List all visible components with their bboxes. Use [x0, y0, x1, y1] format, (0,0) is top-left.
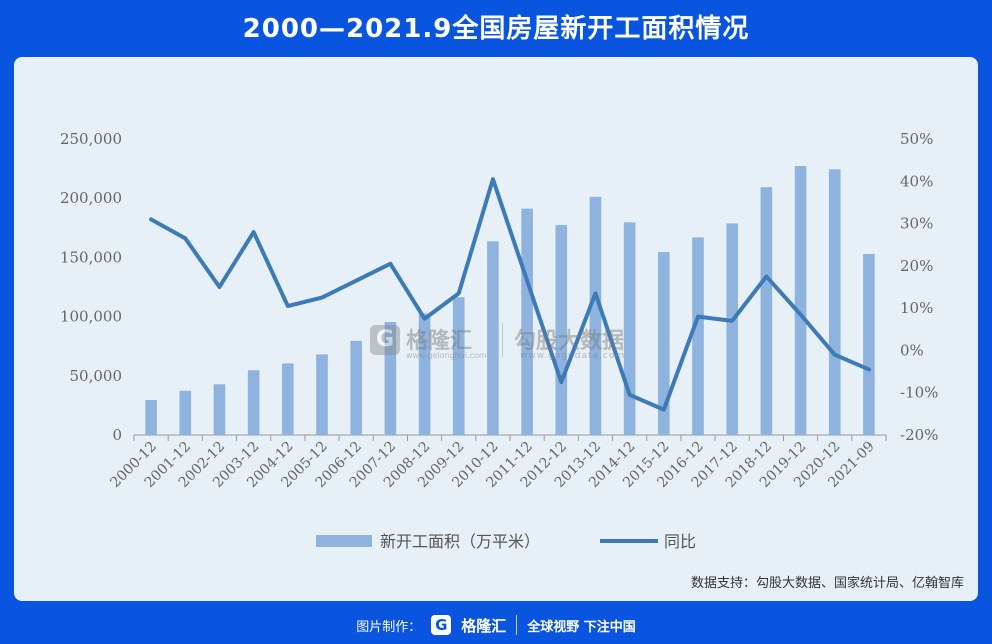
- footer: 图片制作： G 格隆汇 全球视野 下注中国: [0, 606, 992, 644]
- page-title: 2000—2021.9全国房屋新开工面积情况: [242, 13, 750, 44]
- bar: [487, 241, 499, 435]
- y-left-tick-label: 250,000: [60, 130, 122, 148]
- bar-series: [145, 165, 875, 435]
- yoy-line-series: [149, 177, 871, 412]
- source-note: 数据支持：勾股大数据、国家统计局、亿翰智库: [690, 576, 964, 591]
- y-left-tick-label: 0: [112, 426, 122, 444]
- yoy-line: [149, 177, 871, 412]
- gelonghui-logo-icon: G: [431, 615, 452, 635]
- y-right-tick-label: 0%: [900, 341, 924, 359]
- footer-slogan: 全球视野 下注中国: [527, 619, 636, 635]
- bar: [316, 354, 328, 435]
- bar: [692, 237, 704, 435]
- bar: [213, 384, 226, 435]
- footer-label: 图片制作：: [356, 619, 422, 635]
- bar: [760, 187, 773, 435]
- chart-panel: 0 50,000 100,000 150,000 200,000 250,000 -20%…: [14, 57, 978, 601]
- y-right-tick-label: 30%: [900, 215, 933, 233]
- bar: [658, 252, 670, 435]
- y-left-tick-label: 150,000: [60, 248, 122, 266]
- bar: [145, 399, 157, 435]
- bar: [452, 297, 465, 435]
- y-left-tick-label: 200,000: [60, 189, 122, 207]
- legend-bar-label: 新开工面积（万平米）: [380, 532, 540, 551]
- legend-bar-swatch: [316, 535, 372, 547]
- bar: [179, 390, 192, 435]
- y-right-axis: -20% -10% 0% 10% 20% 30% 40% 50%: [900, 130, 938, 444]
- x-axis: 2000-122001-122002-122003-122004-122005-…: [107, 435, 887, 491]
- bar: [863, 253, 875, 435]
- bar: [282, 363, 294, 435]
- bar: [384, 322, 397, 435]
- bar: [794, 165, 807, 435]
- y-right-tick-label: 40%: [900, 172, 933, 190]
- bar: [623, 222, 636, 435]
- bar: [828, 169, 841, 435]
- footer-divider: [516, 615, 518, 635]
- bar: [350, 340, 362, 435]
- y-right-tick-label: 20%: [900, 257, 933, 275]
- footer-brand: 格隆汇: [461, 616, 507, 635]
- bar: [418, 313, 431, 435]
- legend: 新开工面积（万平米） 同比: [316, 532, 696, 551]
- y-left-tick-label: 50,000: [70, 367, 123, 385]
- bar: [589, 196, 602, 435]
- legend-line-label: 同比: [664, 532, 696, 551]
- y-left-axis: 0 50,000 100,000 150,000 200,000 250,000: [60, 130, 122, 444]
- y-right-tick-label: -10%: [900, 384, 938, 402]
- bar: [247, 370, 260, 435]
- chart: 0 50,000 100,000 150,000 200,000 250,000 -20%…: [60, 130, 938, 551]
- y-right-tick-label: 10%: [900, 299, 933, 317]
- bar: [521, 208, 533, 435]
- y-right-tick-label: -20%: [900, 426, 938, 444]
- bar: [726, 223, 738, 435]
- bar: [555, 225, 568, 435]
- y-left-tick-label: 100,000: [60, 308, 122, 326]
- y-right-tick-label: 50%: [900, 130, 933, 148]
